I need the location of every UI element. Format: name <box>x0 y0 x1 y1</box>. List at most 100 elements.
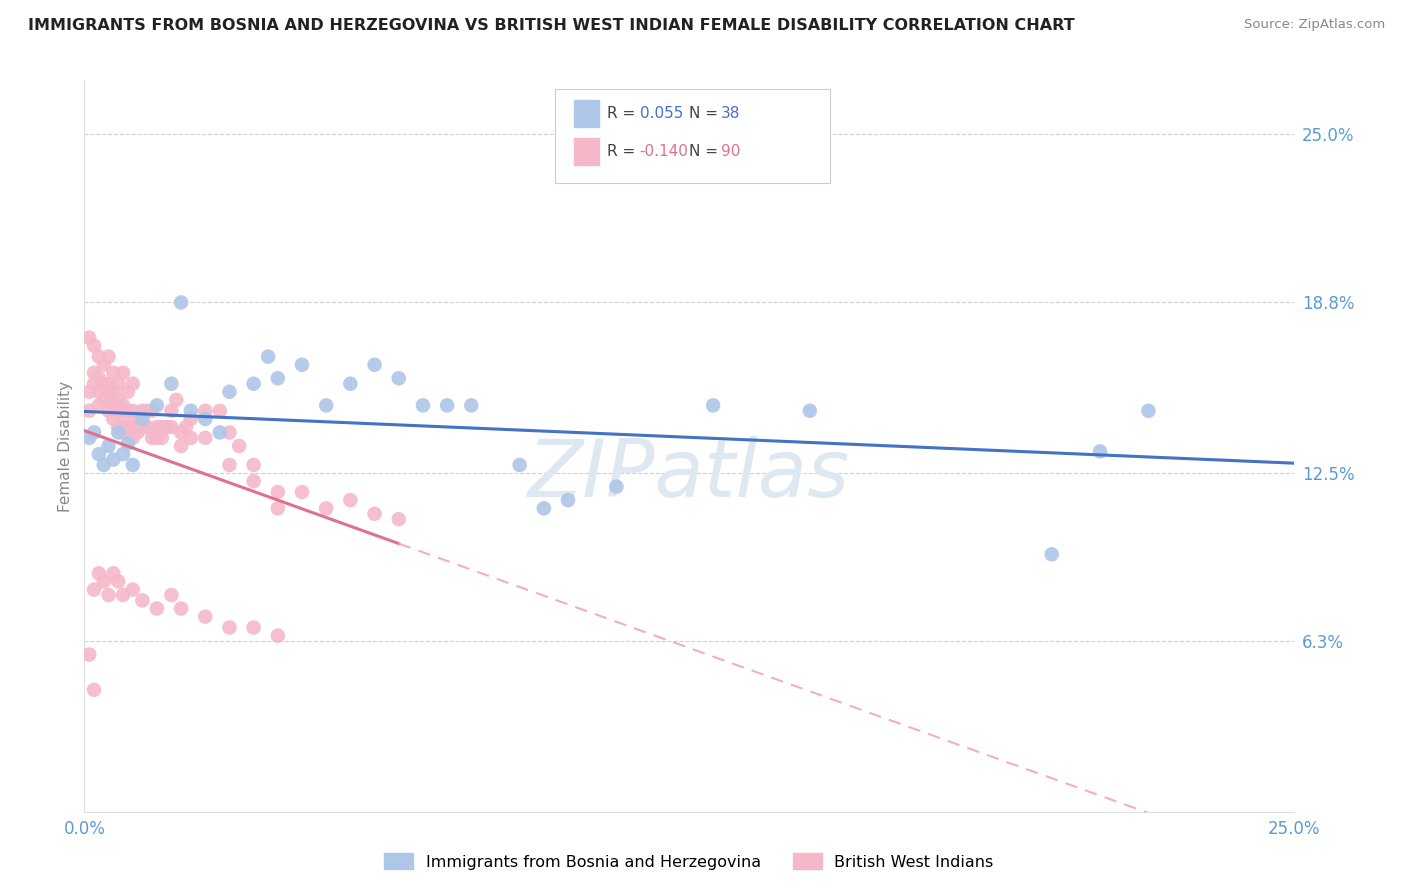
Point <box>170 295 193 310</box>
Point <box>208 425 231 440</box>
Point <box>194 404 217 418</box>
Point <box>315 501 337 516</box>
Point <box>112 425 135 440</box>
Point <box>103 366 125 380</box>
Point <box>257 350 280 364</box>
Point <box>146 420 169 434</box>
Point <box>112 412 135 426</box>
Point <box>1137 404 1160 418</box>
Point <box>150 431 173 445</box>
Point <box>83 376 105 391</box>
Point <box>83 425 105 440</box>
Point <box>242 458 264 472</box>
Text: IMMIGRANTS FROM BOSNIA AND HERZEGOVINA VS BRITISH WEST INDIAN FEMALE DISABILITY : IMMIGRANTS FROM BOSNIA AND HERZEGOVINA V… <box>28 18 1074 33</box>
Point <box>170 439 193 453</box>
Point <box>267 371 290 385</box>
Y-axis label: Female Disability: Female Disability <box>58 380 73 512</box>
Point <box>87 566 110 581</box>
Point <box>509 458 531 472</box>
Point <box>180 404 202 418</box>
Point <box>388 512 411 526</box>
Point <box>160 404 183 418</box>
Point <box>557 493 579 508</box>
Point <box>1040 547 1063 561</box>
Point <box>87 350 110 364</box>
Point <box>339 493 361 508</box>
Point <box>174 420 197 434</box>
Point <box>87 371 110 385</box>
Point <box>131 404 153 418</box>
Point <box>121 376 143 391</box>
Point <box>107 420 129 434</box>
Point <box>267 485 290 500</box>
Text: Source: ZipAtlas.com: Source: ZipAtlas.com <box>1244 18 1385 31</box>
Point <box>97 384 120 399</box>
Point <box>77 431 100 445</box>
Point <box>103 398 125 412</box>
Point <box>160 588 183 602</box>
Point <box>228 439 250 453</box>
Point <box>141 404 163 418</box>
Point <box>83 682 105 697</box>
Point <box>363 507 385 521</box>
Point <box>165 392 187 407</box>
Point <box>87 384 110 399</box>
Point <box>146 398 169 412</box>
Point <box>131 412 153 426</box>
Point <box>146 601 169 615</box>
Point <box>170 601 193 615</box>
Point <box>121 582 143 597</box>
Point <box>136 420 159 434</box>
Point <box>141 431 163 445</box>
Point <box>117 420 139 434</box>
Point <box>121 420 143 434</box>
Legend: Immigrants from Bosnia and Herzegovina, British West Indians: Immigrants from Bosnia and Herzegovina, … <box>384 853 994 870</box>
Point <box>339 376 361 391</box>
Point <box>93 358 115 372</box>
Point <box>136 404 159 418</box>
Point <box>77 404 100 418</box>
Point <box>83 582 105 597</box>
Point <box>93 376 115 391</box>
Point <box>121 404 143 418</box>
Point <box>97 350 120 364</box>
Point <box>83 339 105 353</box>
Point <box>267 501 290 516</box>
Text: R =: R = <box>607 106 641 120</box>
Point <box>170 425 193 440</box>
Text: 90: 90 <box>721 145 741 159</box>
Point <box>83 366 105 380</box>
Text: 0.055: 0.055 <box>640 106 683 120</box>
Point <box>218 458 240 472</box>
Point <box>112 447 135 461</box>
Point <box>131 420 153 434</box>
Point <box>180 431 202 445</box>
Point <box>107 376 129 391</box>
Point <box>363 358 385 372</box>
Text: -0.140: -0.140 <box>640 145 689 159</box>
Point <box>103 412 125 426</box>
Point <box>242 474 264 488</box>
Point <box>97 439 120 453</box>
Point <box>388 371 411 385</box>
Point <box>117 404 139 418</box>
Point <box>291 358 314 372</box>
Text: N =: N = <box>689 106 723 120</box>
Point <box>267 629 290 643</box>
Point <box>103 452 125 467</box>
Point <box>93 392 115 407</box>
Text: 38: 38 <box>721 106 741 120</box>
Point <box>77 331 100 345</box>
Text: N =: N = <box>689 145 723 159</box>
Point <box>194 412 217 426</box>
Point <box>412 398 434 412</box>
Point <box>97 588 120 602</box>
Point <box>160 376 183 391</box>
Point <box>121 431 143 445</box>
Point <box>605 480 627 494</box>
Point <box>799 404 821 418</box>
Point <box>533 501 555 516</box>
Point <box>112 398 135 412</box>
Text: R =: R = <box>607 145 641 159</box>
Point <box>97 376 120 391</box>
